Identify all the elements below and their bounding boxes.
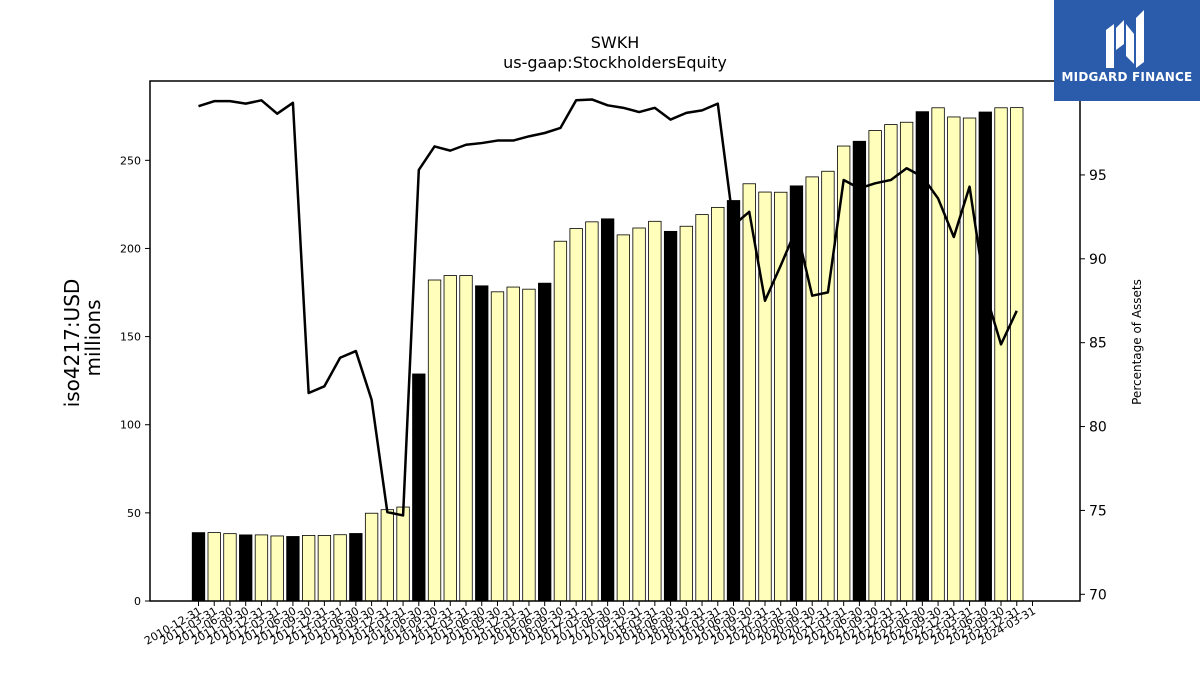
bar — [994, 107, 1008, 602]
y2-tick-label: 70 — [1089, 587, 1107, 603]
y-tick-label: 0 — [134, 595, 141, 608]
bar — [648, 220, 662, 602]
y-axis-ticks: 0 50 100 150 200 250 — [120, 154, 150, 608]
bar — [412, 373, 426, 602]
bar — [396, 506, 410, 602]
y-tick-label: 150 — [120, 331, 141, 344]
bar — [427, 279, 442, 602]
bar — [695, 214, 709, 602]
bar — [364, 512, 379, 602]
bar — [758, 191, 772, 602]
y2-tick-label: 95 — [1089, 168, 1107, 184]
bar — [852, 140, 867, 602]
bar — [884, 124, 898, 602]
plot-frame — [149, 80, 1081, 602]
bar — [821, 170, 835, 602]
y2-tick-label: 75 — [1089, 503, 1107, 519]
bar — [585, 221, 599, 602]
bar — [899, 121, 914, 602]
y-tick-label: 100 — [120, 419, 141, 432]
bar — [223, 533, 237, 602]
bar — [726, 200, 741, 602]
bar — [239, 534, 253, 602]
bar — [805, 176, 819, 602]
bar — [632, 227, 646, 602]
bar — [742, 183, 756, 602]
y2-tick-label: 90 — [1089, 252, 1107, 268]
bar — [538, 282, 552, 602]
y2-tick-label: 80 — [1089, 420, 1107, 436]
bar — [349, 533, 363, 602]
y-tick-label: 250 — [120, 154, 141, 167]
y-tick-label: 50 — [127, 507, 141, 520]
bar — [443, 275, 457, 602]
bar — [270, 535, 284, 602]
bar — [333, 534, 347, 602]
bar — [616, 234, 631, 602]
midgard-logo-icon — [1106, 10, 1144, 68]
x-axis-ticks: 2010-12-312011-03-312011-06-302011-09-30… — [142, 601, 1038, 648]
bar — [490, 291, 505, 602]
logo: MIDGARD FINANCE — [1054, 0, 1200, 101]
bar — [663, 230, 678, 602]
chart-title: SWKH — [591, 33, 640, 52]
bar — [1010, 107, 1024, 602]
bar — [254, 534, 269, 602]
line-series — [198, 98, 1018, 517]
bar — [459, 275, 473, 602]
bar — [317, 535, 332, 602]
bar — [569, 228, 583, 602]
logo-text: MIDGARD FINANCE — [1061, 70, 1193, 84]
bar — [522, 288, 536, 602]
bar — [978, 111, 992, 602]
bar — [868, 130, 882, 602]
y-axis-label: iso4217:USD — [60, 279, 84, 408]
bar — [947, 116, 961, 602]
y-tick-label: 200 — [120, 242, 141, 255]
bar — [553, 240, 568, 602]
y2-tick-label: 85 — [1089, 336, 1107, 352]
bar — [506, 286, 520, 602]
bar — [475, 285, 489, 602]
percentage-line — [198, 98, 1018, 517]
y2-axis-ticks: 70 75 80 85 90 95 — [1080, 168, 1107, 603]
bar — [711, 206, 725, 602]
bar — [600, 218, 615, 602]
bar-series — [191, 107, 1024, 602]
bar — [931, 107, 945, 602]
bar — [915, 111, 929, 602]
bar — [191, 532, 206, 602]
bar — [207, 532, 221, 602]
y2-axis-label: Percentage of Assets — [1130, 279, 1144, 405]
bar — [301, 535, 316, 602]
bar — [286, 536, 300, 602]
chart-subtitle: us-gaap:StockholdersEquity — [503, 53, 727, 72]
bar — [380, 509, 394, 602]
bar — [679, 225, 693, 602]
y-axis-sublabel: millions — [81, 299, 105, 376]
